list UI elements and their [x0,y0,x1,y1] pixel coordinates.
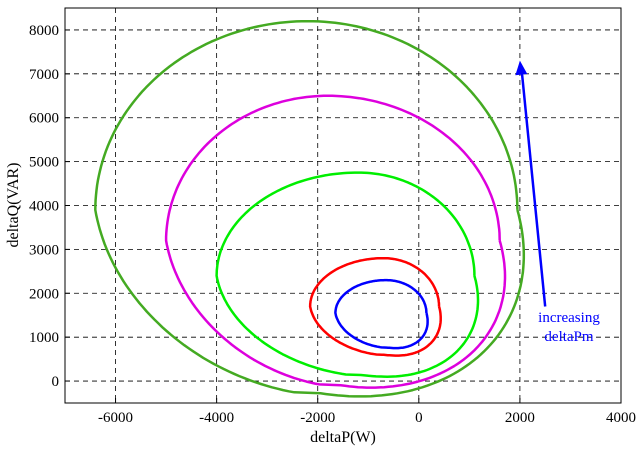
annotation-text-line: deltaPm [544,329,593,345]
x-tick-label: 4000 [606,410,636,426]
y-tick-labels: 0 1000 2000 3000 4000 5000 6000 7000 8000 [29,23,70,390]
y-tick-label: 1000 [29,330,59,346]
annotation-arrow-shaft [520,72,547,307]
curves-group [94,19,526,398]
annotation-group: increasing deltaPm [515,60,600,345]
x-tick-label: -2000 [300,410,335,426]
y-tick-label: 6000 [29,111,59,127]
loop-curve-3 [215,171,480,378]
y-tick-label: 3000 [29,242,59,258]
annotation-arrow-head [515,60,528,76]
y-tick-label: 8000 [29,23,59,39]
x-axis-label: deltaP(W) [310,429,376,446]
y-tick-label: 7000 [29,67,59,83]
x-tick-label: -4000 [199,410,234,426]
x-tick-labels: -6000 -4000 -2000 0 2000 4000 [98,398,636,426]
loop-curve-4 [164,94,507,389]
annotation-text-line: increasing [538,310,600,326]
x-tick-label: 0 [415,410,423,426]
loop-curve-2 [308,256,442,357]
y-axis-label: deltaQ(VAR) [5,162,22,247]
y-tick-label: 2000 [29,286,59,302]
y-tick-label: 5000 [29,155,59,171]
x-tick-label: -6000 [98,410,133,426]
x-tick-label: 2000 [505,410,535,426]
loop-curve-1 [334,278,429,350]
loop-curve-5 [94,19,526,398]
y-tick-label: 0 [52,374,60,390]
y-tick-label: 4000 [29,199,59,215]
